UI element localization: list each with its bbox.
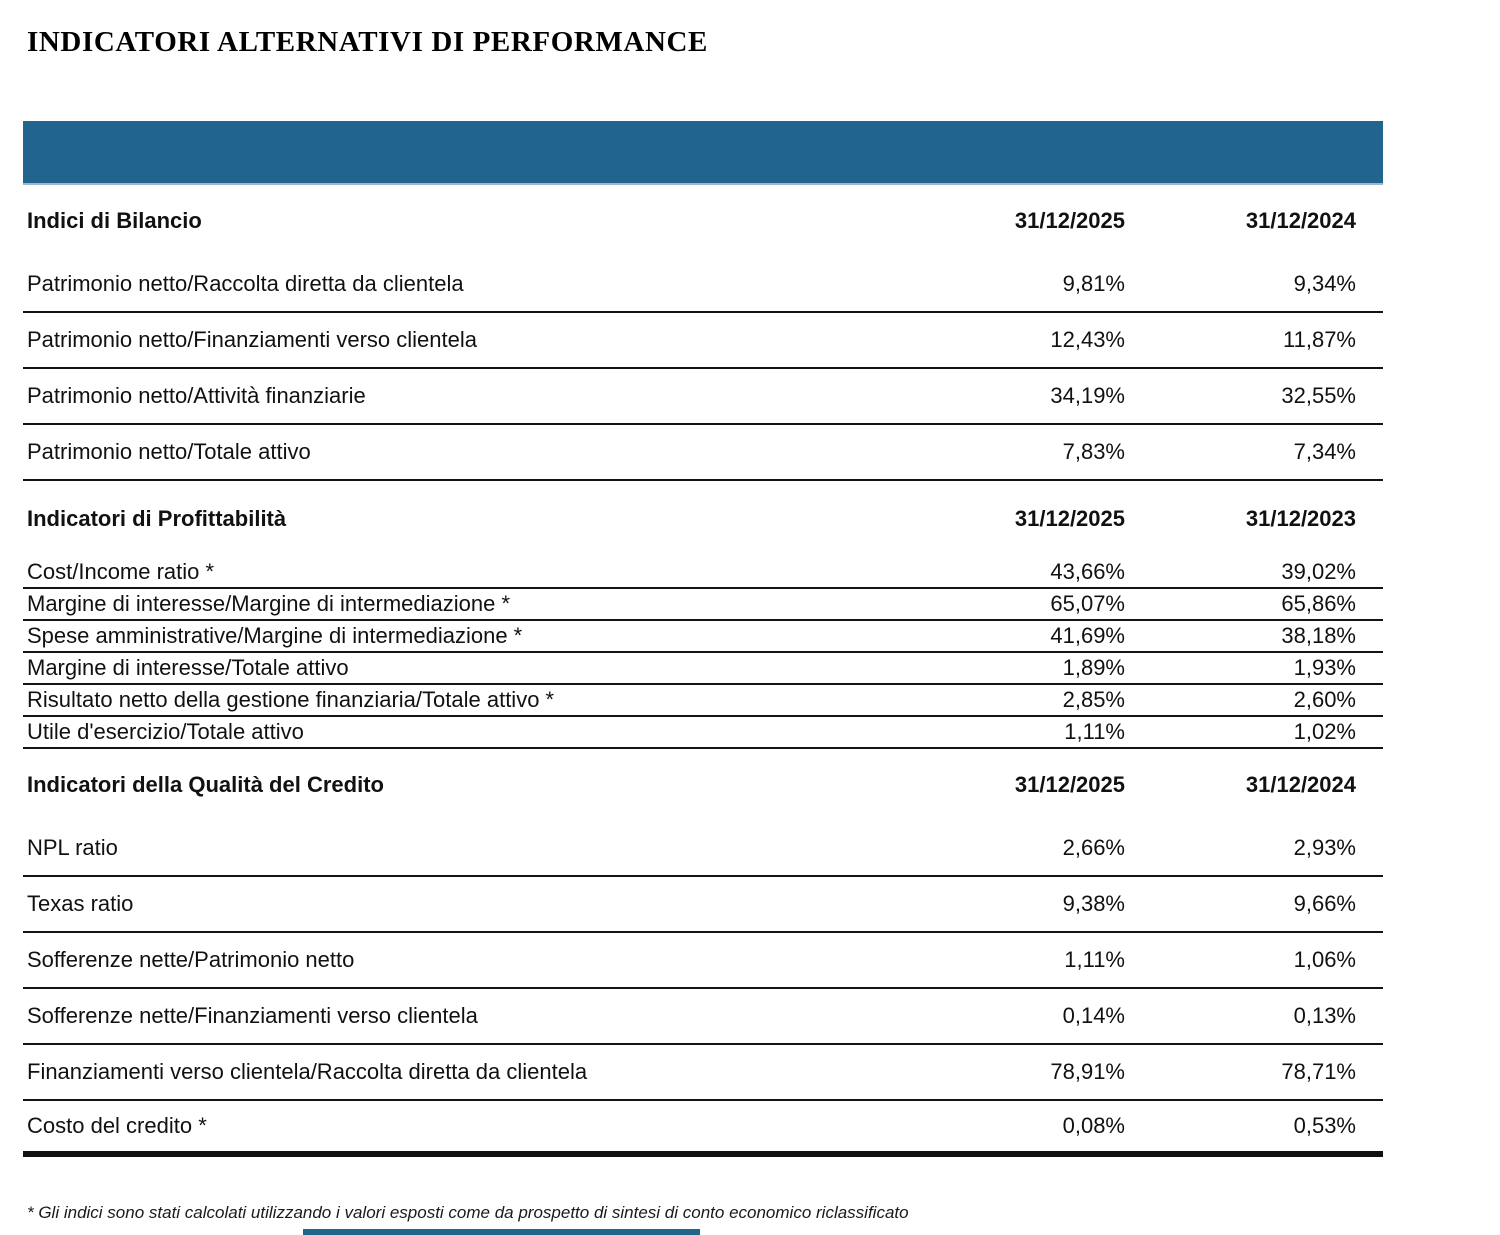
table-row: NPL ratio 2,66% 2,93% — [23, 821, 1383, 877]
row-value-1: 43,66% — [1050, 559, 1125, 584]
section-col1-date: 31/12/2025 — [1014, 506, 1125, 531]
row-value-1: 9,38% — [1062, 891, 1125, 916]
section-title: Indicatori di Profittabilità — [27, 506, 287, 531]
table-section: Indici di Bilancio 31/12/2025 31/12/2024… — [23, 185, 1383, 481]
row-label: Margine di interesse/Totale attivo — [27, 655, 349, 680]
section-header-row: Indicatori di Profittabilità 31/12/2025 … — [23, 481, 1383, 557]
section-col2-date: 31/12/2024 — [1245, 772, 1356, 797]
section-rows: Cost/Income ratio * 43,66% 39,02% Margin… — [23, 557, 1383, 749]
section-col1-date: 31/12/2025 — [1014, 772, 1125, 797]
table-row: Spese amministrative/Margine di intermed… — [23, 621, 1383, 653]
row-value-2: 2,60% — [1293, 687, 1356, 712]
section-title: Indicatori della Qualità del Credito — [27, 772, 384, 797]
row-value-1: 7,83% — [1062, 439, 1125, 464]
footnote: * Gli indici sono stati calcolati utiliz… — [27, 1203, 909, 1222]
table-row: Costo del credito * 0,08% 0,53% — [23, 1101, 1383, 1157]
row-label: Patrimonio netto/Totale attivo — [27, 439, 311, 464]
table-row: Patrimonio netto/Raccolta diretta da cli… — [23, 257, 1383, 313]
row-value-1: 2,66% — [1062, 835, 1125, 860]
section-rows: NPL ratio 2,66% 2,93% Texas ratio 9,38% … — [23, 821, 1383, 1157]
next-section-bar-partial — [303, 1229, 700, 1235]
table-row: Margine di interesse/Totale attivo 1,89%… — [23, 653, 1383, 685]
row-value-2: 38,18% — [1281, 623, 1356, 648]
section-header-bar — [23, 121, 1383, 185]
section-col2-date: 31/12/2023 — [1245, 506, 1356, 531]
row-label: Cost/Income ratio * — [27, 559, 215, 584]
table-row: Patrimonio netto/Attività finanziarie 34… — [23, 369, 1383, 425]
row-value-1: 1,11% — [1064, 719, 1125, 744]
row-label: Patrimonio netto/Raccolta diretta da cli… — [27, 271, 464, 296]
row-label: Utile d'esercizio/Totale attivo — [27, 719, 304, 744]
section-col1-date: 31/12/2025 — [1014, 208, 1125, 233]
row-label: NPL ratio — [27, 835, 118, 860]
row-value-1: 2,85% — [1062, 687, 1125, 712]
table-row: Utile d'esercizio/Totale attivo 1,11% 1,… — [23, 717, 1383, 749]
row-value-1: 65,07% — [1050, 591, 1125, 616]
row-value-2: 1,06% — [1293, 947, 1356, 972]
row-label: Patrimonio netto/Finanziamenti verso cli… — [27, 327, 478, 352]
row-value-2: 0,53% — [1293, 1113, 1356, 1138]
row-label: Costo del credito * — [27, 1113, 207, 1138]
row-label: Patrimonio netto/Attività finanziarie — [27, 383, 366, 408]
section-header-row: Indicatori della Qualità del Credito 31/… — [23, 749, 1383, 821]
row-value-1: 0,14% — [1062, 1003, 1125, 1028]
row-label: Risultato netto della gestione finanziar… — [27, 687, 555, 712]
row-value-1: 1,11% — [1064, 947, 1125, 972]
section-rows: Patrimonio netto/Raccolta diretta da cli… — [23, 257, 1383, 481]
table-row: Finanziamenti verso clientela/Raccolta d… — [23, 1045, 1383, 1101]
row-label: Texas ratio — [27, 891, 134, 916]
row-label: Sofferenze nette/Finanziamenti verso cli… — [27, 1003, 478, 1028]
row-value-1: 1,89% — [1062, 655, 1125, 680]
row-value-1: 9,81% — [1062, 271, 1125, 296]
table-row: Patrimonio netto/Finanziamenti verso cli… — [23, 313, 1383, 369]
table-row: Sofferenze nette/Patrimonio netto 1,11% … — [23, 933, 1383, 989]
row-label: Sofferenze nette/Patrimonio netto — [27, 947, 355, 972]
row-value-2: 65,86% — [1281, 591, 1356, 616]
row-value-2: 78,71% — [1281, 1059, 1356, 1084]
row-value-1: 0,08% — [1062, 1113, 1125, 1138]
table-row: Patrimonio netto/Totale attivo 7,83% 7,3… — [23, 425, 1383, 481]
row-value-2: 1,93% — [1293, 655, 1356, 680]
section-col2-date: 31/12/2024 — [1245, 208, 1356, 233]
row-value-1: 78,91% — [1050, 1059, 1125, 1084]
row-value-2: 2,93% — [1293, 835, 1356, 860]
row-label: Margine di interesse/Margine di intermed… — [27, 591, 511, 616]
page-title: INDICATORI ALTERNATIVI DI PERFORMANCE — [27, 26, 708, 58]
table-row: Risultato netto della gestione finanziar… — [23, 685, 1383, 717]
row-value-1: 12,43% — [1050, 327, 1125, 352]
row-value-2: 39,02% — [1281, 559, 1356, 584]
row-value-2: 9,66% — [1293, 891, 1356, 916]
table-row: Margine di interesse/Margine di intermed… — [23, 589, 1383, 621]
row-value-1: 41,69% — [1050, 623, 1125, 648]
section-title: Indici di Bilancio — [27, 208, 202, 233]
table-row: Texas ratio 9,38% 9,66% — [23, 877, 1383, 933]
section-header-row: Indici di Bilancio 31/12/2025 31/12/2024 — [23, 185, 1383, 257]
row-value-2: 9,34% — [1293, 271, 1356, 296]
table-row: Cost/Income ratio * 43,66% 39,02% — [23, 557, 1383, 589]
table-section: Indicatori della Qualità del Credito 31/… — [23, 749, 1383, 1157]
indicator-table: Indici di Bilancio 31/12/2025 31/12/2024… — [23, 185, 1383, 1157]
row-value-1: 34,19% — [1050, 383, 1125, 408]
table-section: Indicatori di Profittabilità 31/12/2025 … — [23, 481, 1383, 749]
row-label: Spese amministrative/Margine di intermed… — [27, 623, 523, 648]
table-row: Sofferenze nette/Finanziamenti verso cli… — [23, 989, 1383, 1045]
row-value-2: 0,13% — [1293, 1003, 1356, 1028]
row-label: Finanziamenti verso clientela/Raccolta d… — [27, 1059, 588, 1084]
row-value-2: 1,02% — [1293, 719, 1356, 744]
row-value-2: 7,34% — [1293, 439, 1356, 464]
row-value-2: 11,87% — [1283, 327, 1356, 352]
row-value-2: 32,55% — [1281, 383, 1356, 408]
